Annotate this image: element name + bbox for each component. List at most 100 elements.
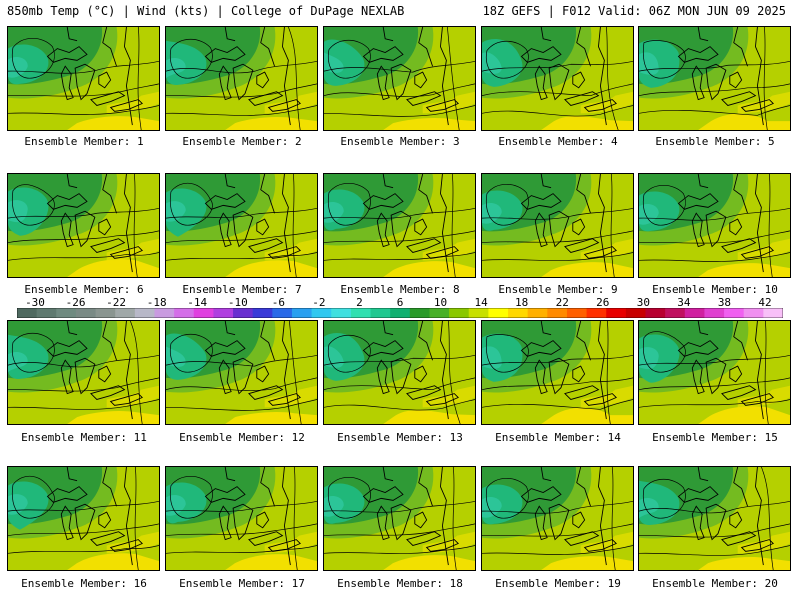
colorbar-swatch [390,308,411,318]
colorbar-swatch [193,308,214,318]
colorbar-swatch [311,308,332,318]
ensemble-member-map [165,320,318,425]
colorbar-tick-label: -26 [65,296,86,309]
ensemble-member-label: Ensemble Member: 10 [652,283,778,296]
ensemble-member-map [323,320,476,425]
ensemble-member-map [165,26,318,131]
ensemble-member-map [7,320,160,425]
ensemble-member-label: Ensemble Member: 16 [21,577,147,590]
map-title: 850mb Temp (°C) | Wind (kts) | College o… [7,4,405,18]
colorbar-tick-label: 2 [356,296,363,309]
colorbar-swatch [665,308,686,318]
colorbar-swatch [115,308,136,318]
colorbar-swatch [272,308,293,318]
ensemble-member-map [323,466,476,571]
colorbar-tick-label: 14 [474,296,488,309]
ensemble-member-map [7,26,160,131]
colorbar-swatch [75,308,97,318]
colorbar-swatch [488,308,509,318]
colorbar-swatch [154,308,175,318]
ensemble-member-label: Ensemble Member: 2 [182,135,302,148]
colorbar-swatch [36,308,57,318]
colorbar-swatch [547,308,568,318]
ensemble-member-label: Ensemble Member: 12 [179,431,305,444]
colorbar-swatch [56,308,77,318]
ensemble-member-label: Ensemble Member: 4 [498,135,618,148]
colorbar-swatch [645,308,666,318]
colorbar-swatch [704,308,725,318]
ensemble-member-label: Ensemble Member: 17 [179,577,305,590]
ensemble-member-label: Ensemble Member: 19 [495,577,621,590]
ensemble-member-map [638,173,791,278]
colorbar-swatch [566,308,588,318]
ensemble-member-map [165,466,318,571]
colorbar-tick-label: 38 [717,296,732,309]
ensemble-member-map [481,466,634,571]
ensemble-member-map [638,26,791,131]
colorbar-tick-label: -2 [312,296,326,309]
ensemble-member-map [638,466,791,571]
colorbar-tick-label: -6 [271,296,285,309]
colorbar-tick-label: -14 [187,296,208,309]
colorbar-swatch [586,308,607,318]
colorbar-swatch [468,308,489,318]
ensemble-member-map [323,26,476,131]
colorbar-swatch [606,308,627,318]
colorbar-swatch [331,308,352,318]
valid-time-title: 18Z GEFS | F012 Valid: 06Z MON JUN 09 20… [482,4,786,18]
colorbar-swatch [684,308,705,318]
colorbar-swatch [449,308,470,318]
temperature-colorbar [17,308,783,318]
ensemble-member-label: Ensemble Member: 9 [498,283,618,296]
ensemble-member-label: Ensemble Member: 8 [340,283,460,296]
ensemble-member-map [323,173,476,278]
colorbar-tick-label: -22 [106,296,127,309]
ensemble-member-label: Ensemble Member: 3 [340,135,460,148]
colorbar-tick-labels: -30 -26 -22 -18 -14 -10 -6 -2 2 6 10 14 18 22 26 30 34 38… [0,296,800,309]
colorbar-swatch [527,308,548,318]
ensemble-member-label: Ensemble Member: 11 [21,431,147,444]
colorbar-swatch [625,308,647,318]
colorbar-swatch [429,308,450,318]
colorbar-tick-label: -30 [25,296,45,309]
colorbar-swatch [134,308,155,318]
ensemble-member-map [481,26,634,131]
ensemble-member-label: Ensemble Member: 13 [337,431,463,444]
colorbar-swatch [508,308,529,318]
colorbar-tick-label: 18 [515,296,529,309]
ensemble-member-map [165,173,318,278]
colorbar-swatch [763,308,783,318]
colorbar-tick-label: 22 [555,296,569,309]
colorbar-swatch [291,308,313,318]
colorbar-swatch [743,308,764,318]
colorbar-swatch [350,308,372,318]
ensemble-member-label: Ensemble Member: 14 [495,431,621,444]
ensemble-member-map [7,173,160,278]
colorbar-tick-label: 6 [396,296,404,309]
colorbar-tick-label: 30 [636,296,650,309]
ensemble-member-label: Ensemble Member: 15 [652,431,778,444]
colorbar-tick-label: 26 [596,296,610,309]
colorbar-tick-label: 42 [758,296,772,309]
ensemble-member-map [481,320,634,425]
colorbar-swatch [724,308,745,318]
ensemble-member-map [7,466,160,571]
ensemble-member-map [481,173,634,278]
ensemble-member-label: Ensemble Member: 1 [24,135,144,148]
colorbar-tick-label: -18 [146,296,167,309]
ensemble-member-label: Ensemble Member: 18 [337,577,463,590]
colorbar-tick-label: -10 [227,296,248,309]
ensemble-member-label: Ensemble Member: 6 [24,283,144,296]
colorbar-swatch [233,308,254,318]
colorbar-swatch [17,308,38,318]
colorbar-tick-label: 34 [677,296,691,309]
colorbar-swatch [174,308,195,318]
colorbar-swatch [409,308,430,318]
ensemble-member-label: Ensemble Member: 7 [182,283,302,296]
ensemble-member-label: Ensemble Member: 20 [652,577,778,590]
colorbar-tick-label: 10 [433,296,448,309]
colorbar-swatch [370,308,391,318]
ensemble-member-label: Ensemble Member: 5 [655,135,775,148]
colorbar-swatch [213,308,234,318]
